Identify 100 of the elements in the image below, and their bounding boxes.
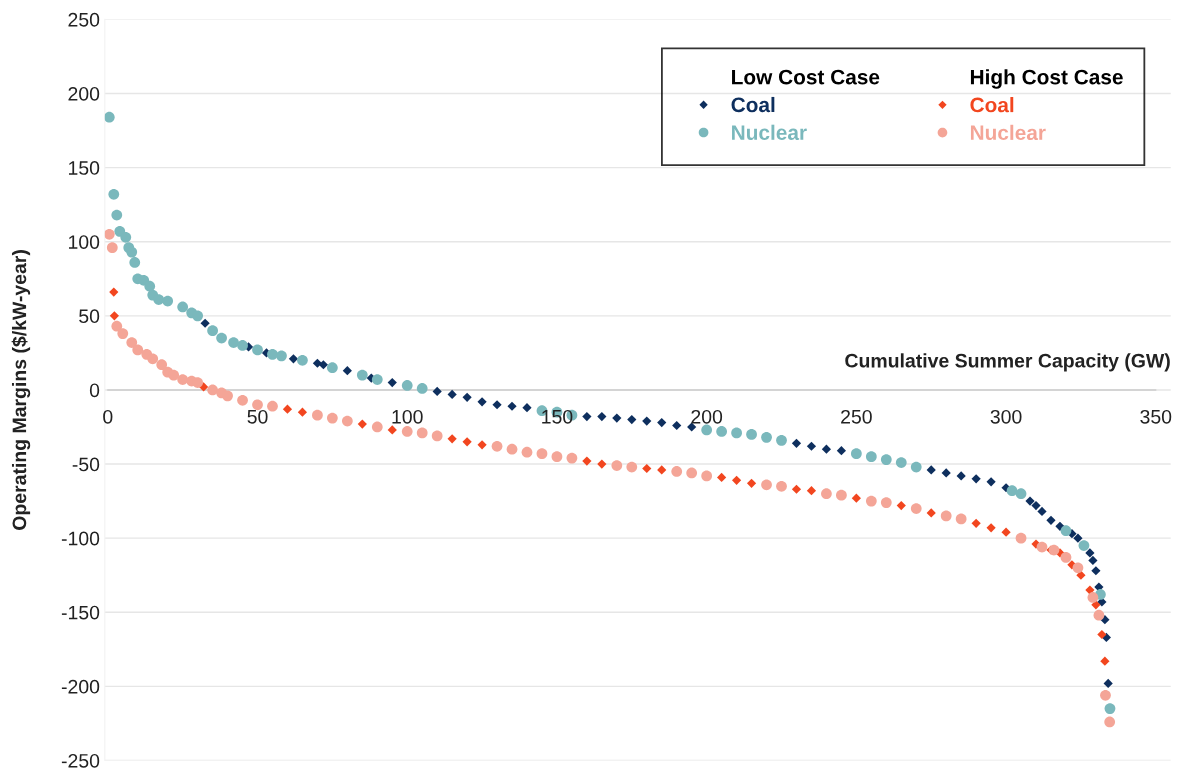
point <box>986 523 996 533</box>
point <box>156 359 168 371</box>
point <box>416 383 428 394</box>
point <box>341 415 353 427</box>
point <box>1085 548 1095 558</box>
point <box>836 489 847 501</box>
point <box>199 382 209 392</box>
point <box>267 400 278 412</box>
point <box>910 461 922 473</box>
point <box>147 353 159 365</box>
point <box>1073 533 1083 543</box>
point <box>776 480 787 492</box>
point <box>126 337 138 348</box>
point <box>865 451 877 463</box>
point <box>880 454 892 465</box>
y-tick-label: 250 <box>68 12 100 27</box>
point <box>1048 544 1060 556</box>
point <box>507 401 517 411</box>
y-tick-label: -250 <box>61 753 100 768</box>
point <box>1104 716 1116 728</box>
point <box>129 257 141 268</box>
point <box>582 412 592 422</box>
point <box>956 471 966 481</box>
point <box>895 457 907 468</box>
y-tick-label: 100 <box>68 235 100 249</box>
point <box>806 486 817 496</box>
point <box>597 412 607 422</box>
point <box>276 350 287 362</box>
point <box>506 443 518 455</box>
point <box>111 209 123 221</box>
legend-label: Nuclear <box>732 124 807 140</box>
point <box>971 474 981 484</box>
point <box>312 409 323 421</box>
point <box>237 340 248 351</box>
point <box>1015 532 1027 544</box>
point <box>910 503 922 514</box>
point <box>926 465 936 475</box>
point <box>297 407 308 417</box>
point <box>120 231 132 243</box>
point <box>462 392 472 402</box>
point <box>252 344 263 356</box>
point <box>401 380 413 391</box>
point <box>626 461 638 473</box>
point <box>447 389 457 399</box>
point <box>132 344 144 356</box>
point <box>821 488 832 500</box>
legend-label: Coal <box>731 96 775 113</box>
point <box>431 430 443 442</box>
y-axis-title: Operating Margins ($/kW-year) <box>11 250 31 530</box>
point <box>791 484 802 494</box>
point <box>731 427 742 439</box>
point <box>612 413 622 423</box>
x-tick-label: 0 <box>103 409 113 424</box>
point <box>880 497 892 508</box>
point <box>611 460 623 471</box>
point <box>153 294 165 305</box>
point <box>1025 496 1035 506</box>
point <box>111 320 123 332</box>
point <box>104 228 115 240</box>
point <box>761 479 772 491</box>
point <box>642 463 652 474</box>
point <box>108 188 120 200</box>
point <box>267 348 278 360</box>
y-tick-label: 50 <box>79 309 100 324</box>
annotation: High Cost Case <box>970 69 1123 89</box>
point <box>701 470 713 482</box>
point <box>477 440 487 450</box>
point <box>1097 629 1107 640</box>
point <box>1001 527 1011 537</box>
point <box>192 310 204 322</box>
point <box>297 354 308 366</box>
point <box>387 425 397 435</box>
point <box>566 452 578 464</box>
point <box>1046 515 1056 525</box>
point <box>192 377 204 388</box>
point <box>432 386 442 397</box>
x-tick-label: 100 <box>392 409 423 424</box>
point <box>746 478 757 488</box>
point <box>836 446 846 456</box>
point <box>821 444 832 454</box>
point <box>371 421 383 433</box>
y-tick-label: -100 <box>61 531 100 546</box>
point <box>926 508 936 518</box>
point <box>791 438 802 448</box>
point <box>1060 525 1072 537</box>
point <box>1006 485 1018 497</box>
point <box>597 459 607 469</box>
point <box>117 328 129 339</box>
point <box>416 427 428 439</box>
point <box>1103 678 1113 689</box>
point <box>716 426 727 437</box>
point <box>357 419 367 429</box>
point <box>971 518 981 528</box>
point <box>282 404 293 414</box>
point <box>109 287 119 297</box>
point <box>776 434 787 446</box>
y-tick-label: -50 <box>72 457 100 472</box>
y-tick-label: -200 <box>61 679 100 694</box>
legend-label: Coal <box>970 97 1014 113</box>
y-tick-label: 150 <box>68 161 100 175</box>
